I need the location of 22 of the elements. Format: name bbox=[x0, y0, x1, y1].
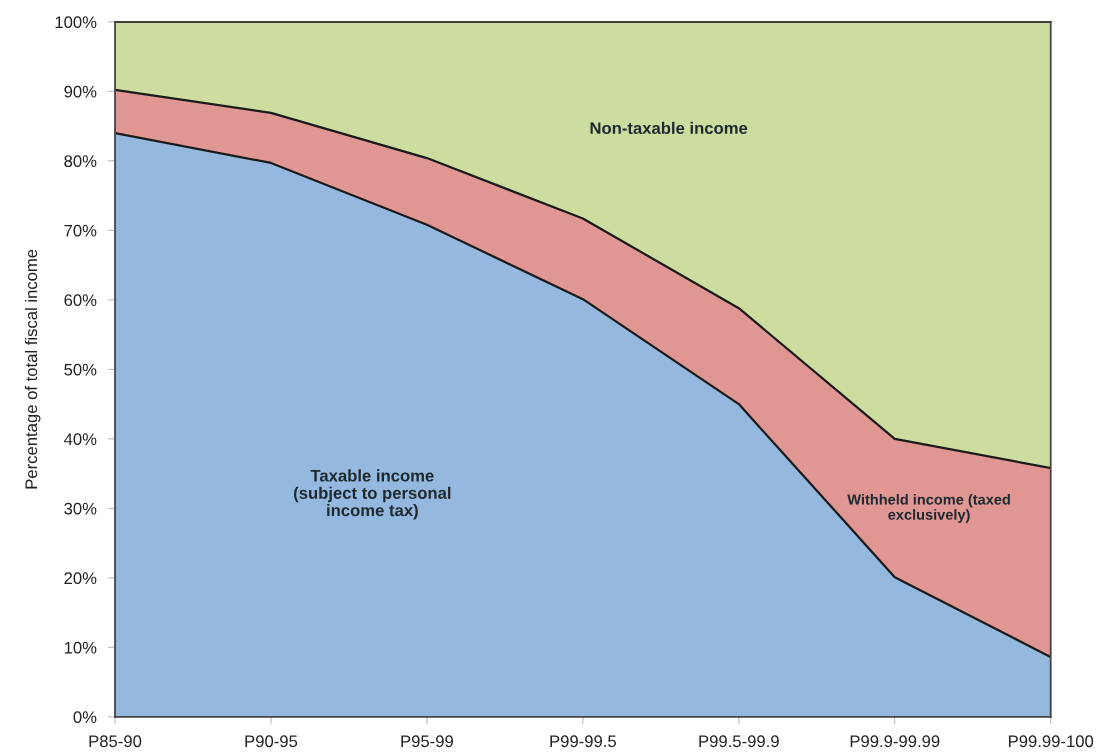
x-tick-label: P95-99 bbox=[401, 735, 453, 748]
series-label: Taxable income (subject to personal income tax) bbox=[293, 469, 451, 520]
x-tick-label: P90-95 bbox=[245, 735, 298, 748]
x-tick-label: P99.9-99.99 bbox=[850, 735, 940, 748]
x-tick-label: P99-99.5 bbox=[550, 735, 616, 748]
y-tick-label: 10% bbox=[64, 641, 97, 654]
x-tick-label: P85-90 bbox=[89, 735, 142, 748]
y-tick-label: 40% bbox=[63, 433, 97, 446]
y-tick-label: 90% bbox=[64, 85, 97, 98]
series-label: Withheld income (taxed exclusively) bbox=[847, 493, 1010, 523]
series-label: Non-taxable income bbox=[590, 121, 748, 135]
y-tick-label: 0% bbox=[73, 711, 97, 724]
y-tick-label: 80% bbox=[64, 155, 97, 168]
y-tick-label: 60% bbox=[64, 294, 97, 307]
x-tick-label: P99.5-99.9 bbox=[699, 735, 779, 748]
y-tick-label: 100% bbox=[55, 16, 97, 29]
y-tick-label: 20% bbox=[64, 572, 97, 585]
y-axis-title: Percentage of total fiscal income bbox=[24, 249, 41, 489]
y-tick-label: 70% bbox=[64, 224, 97, 237]
y-tick-label: 30% bbox=[64, 502, 97, 515]
y-tick-label: 50% bbox=[64, 363, 97, 376]
x-tick-label: P99.99-100 bbox=[1008, 735, 1094, 748]
